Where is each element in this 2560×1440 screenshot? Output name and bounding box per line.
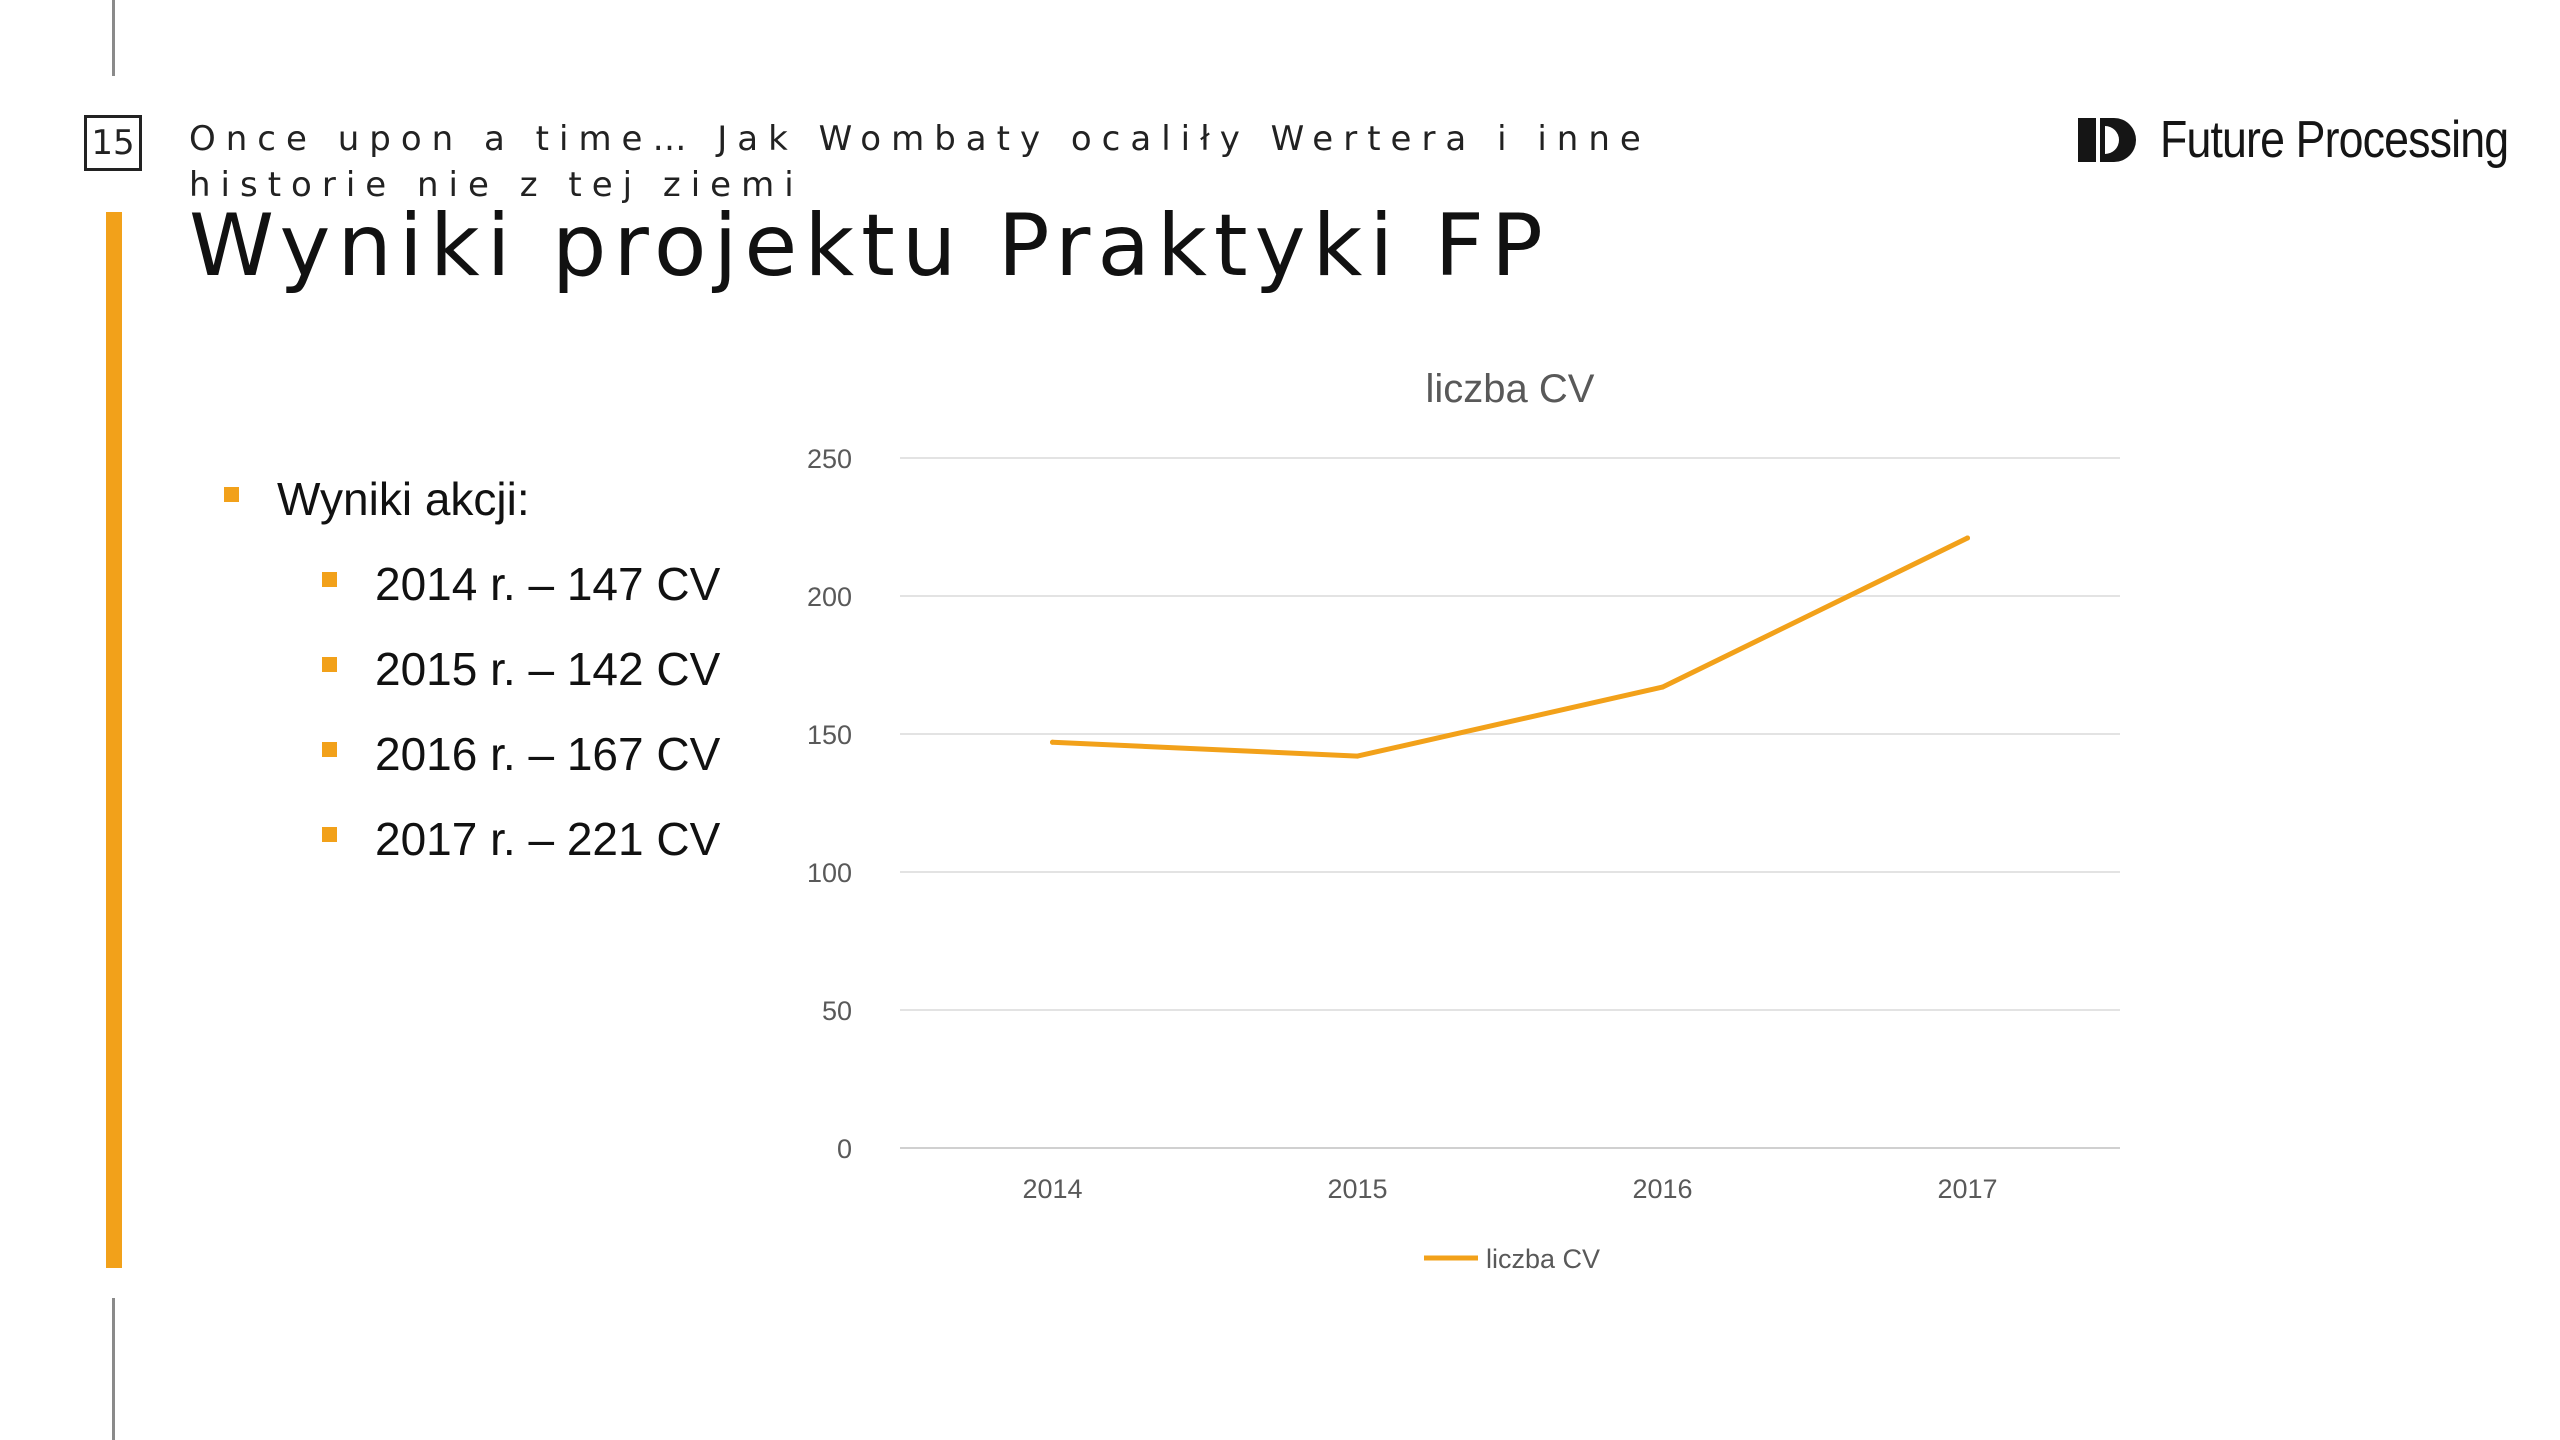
bullet-square-icon (322, 572, 337, 587)
x-tick-label: 2016 (1632, 1174, 1692, 1204)
bullet-square-icon (322, 657, 337, 672)
line-chart: liczba CV 0 50 100 150 200 250 2014 2015 2016 2017… (780, 340, 2180, 1290)
y-tick-label: 50 (822, 996, 852, 1026)
chart-canvas: liczba CV 0 50 100 150 200 250 2014 2015 2016 2017… (807, 367, 2120, 1274)
slide-subtitle: Once upon a time… Jak Wombaty ocaliły We… (189, 119, 1651, 205)
logo-mark-icon (2078, 118, 2136, 162)
x-tick-label: 2017 (1937, 1174, 1997, 1204)
data-point (1355, 753, 1360, 759)
bullet-square-icon (322, 742, 337, 757)
chart-title: liczba CV (1426, 367, 1595, 411)
bullet-square-icon (224, 487, 239, 502)
list-item: 2015 r. – 142 CV (322, 626, 720, 711)
list-item: 2017 r. – 221 CV (322, 796, 720, 881)
bullet-square-icon (322, 827, 337, 842)
top-divider-line (112, 0, 115, 76)
slide-title: Wyniki projektu Praktyki FP (189, 196, 1550, 296)
x-tick-label: 2014 (1022, 1174, 1082, 1204)
list-item-text: 2016 r. – 167 CV (375, 727, 721, 780)
y-tick-label: 150 (807, 720, 852, 750)
company-logo: Future Processing (2078, 110, 2560, 170)
y-tick-label: 0 (837, 1134, 852, 1164)
list-item-text: 2015 r. – 142 CV (375, 642, 721, 695)
accent-bar (106, 212, 122, 1268)
list-item-text: 2014 r. – 147 CV (375, 557, 721, 610)
list-heading: Wyniki akcji: (277, 472, 530, 525)
results-list: Wyniki akcji: 2014 r. – 147 CV 2015 r. –… (224, 456, 720, 881)
y-tick-label: 250 (807, 444, 852, 474)
data-point (1965, 535, 1970, 541)
data-point (1660, 684, 1665, 690)
logo-text: Future Processing (2160, 111, 2509, 169)
x-tick-label: 2015 (1327, 1174, 1387, 1204)
list-item: 2014 r. – 147 CV (322, 541, 720, 626)
y-tick-label: 100 (807, 858, 852, 888)
data-point (1050, 739, 1055, 745)
page-number: 15 (84, 115, 142, 171)
list-heading-row: Wyniki akcji: (224, 456, 720, 541)
y-tick-label: 200 (807, 582, 852, 612)
list-item: 2016 r. – 167 CV (322, 711, 720, 796)
series-line (1050, 535, 1970, 759)
legend-label: liczba CV (1486, 1244, 1600, 1274)
bottom-divider-line (112, 1298, 115, 1440)
list-item-text: 2017 r. – 221 CV (375, 812, 721, 865)
